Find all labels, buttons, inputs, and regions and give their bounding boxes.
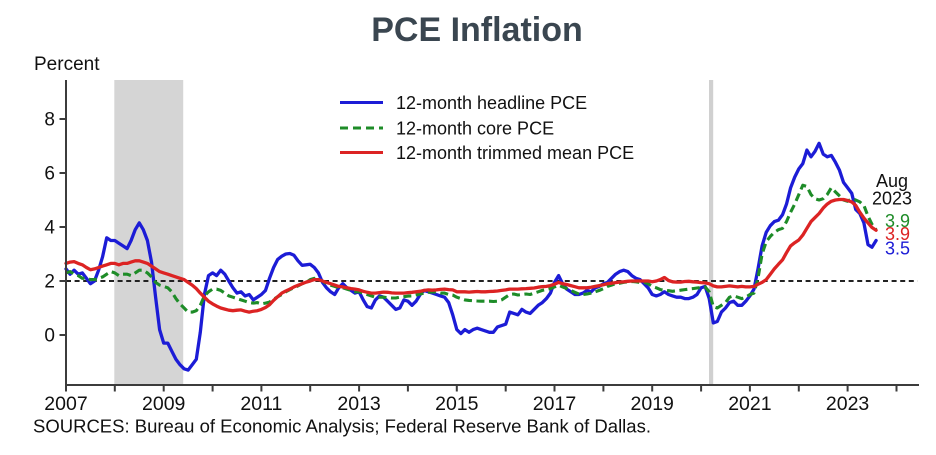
- svg-text:2009: 2009: [142, 393, 185, 415]
- svg-text:Aug: Aug: [876, 171, 908, 191]
- svg-text:SOURCES: Bureau of Economic An: SOURCES: Bureau of Economic Analysis; Fe…: [33, 416, 651, 437]
- svg-text:12-month headline PCE: 12-month headline PCE: [396, 93, 587, 113]
- svg-text:PCE Inflation: PCE Inflation: [371, 11, 583, 49]
- svg-text:2017: 2017: [533, 393, 576, 415]
- svg-text:2023: 2023: [826, 393, 869, 415]
- svg-text:12-month core PCE: 12-month core PCE: [396, 119, 554, 139]
- svg-text:3.9: 3.9: [885, 224, 910, 244]
- svg-text:6: 6: [44, 164, 55, 185]
- svg-text:2011: 2011: [240, 393, 282, 415]
- svg-text:4: 4: [44, 218, 55, 239]
- svg-text:2013: 2013: [337, 393, 380, 415]
- svg-text:0: 0: [44, 326, 55, 347]
- svg-text:2019: 2019: [631, 393, 674, 415]
- svg-text:2021: 2021: [728, 393, 771, 415]
- svg-text:3.9: 3.9: [885, 211, 910, 231]
- svg-text:2007: 2007: [44, 393, 87, 415]
- svg-text:8: 8: [44, 110, 55, 131]
- svg-text:Percent: Percent: [34, 54, 100, 75]
- svg-text:2023: 2023: [872, 189, 912, 209]
- svg-text:12-month trimmed mean PCE: 12-month trimmed mean PCE: [396, 143, 634, 163]
- svg-text:3.5: 3.5: [885, 238, 910, 258]
- svg-text:2: 2: [44, 272, 55, 293]
- svg-text:2015: 2015: [435, 393, 479, 415]
